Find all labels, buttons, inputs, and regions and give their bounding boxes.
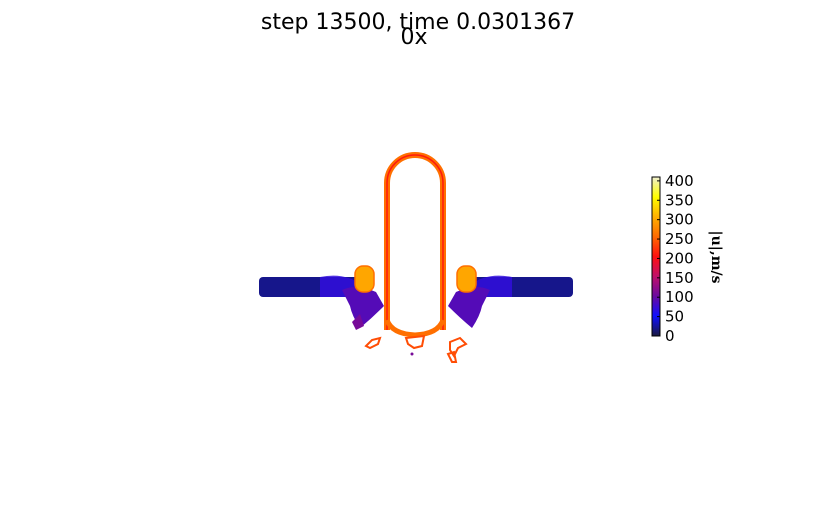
colorbar-tick-label: 50 (665, 308, 684, 326)
spray-fragment (352, 314, 364, 330)
colorbar-tick-label: 400 (665, 172, 694, 190)
colorbar-label: |u|,m/s (708, 230, 724, 283)
droplet (446, 350, 458, 363)
velocity-field-plot (259, 152, 573, 363)
colorbar-tick-label: 350 (665, 191, 694, 209)
left-inlet-swirl (342, 286, 384, 328)
right-bulb (456, 265, 477, 293)
colorbar-tick-label: 300 (665, 211, 694, 229)
colorbar-tick-label: 0 (665, 327, 675, 345)
colorbar-tick-label: 200 (665, 249, 694, 267)
jet-tube-inner (386, 154, 444, 330)
jet-tube-outer (384, 152, 446, 330)
colorbar-tick-label: 100 (665, 288, 694, 306)
colorbar-tick-label: 250 (665, 230, 694, 248)
right-inlet-swirl (448, 286, 490, 328)
droplet (449, 336, 468, 358)
chart-subtitle: 0x (400, 25, 427, 50)
droplet (364, 336, 382, 350)
chart-title: step 13500, time 0.0301367 (261, 10, 575, 35)
spray-dot (410, 352, 414, 356)
droplet (404, 334, 426, 350)
jet-tube-base (384, 318, 446, 338)
left-bulb (354, 265, 375, 293)
colorbar-gradient (651, 176, 661, 337)
colorbar-tick-label: 150 (665, 269, 694, 287)
